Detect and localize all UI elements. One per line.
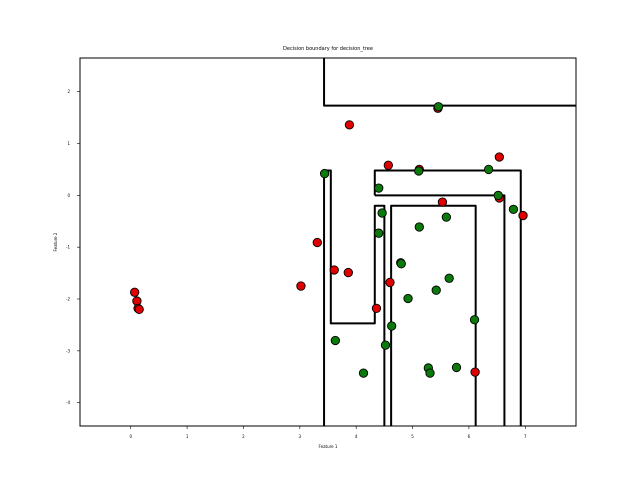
data-point-red	[518, 210, 528, 221]
plot-frame	[79, 57, 577, 427]
data-point-red	[494, 152, 504, 162]
data-point-red	[385, 277, 395, 288]
data-point-red	[470, 367, 480, 377]
data-point-green	[319, 168, 330, 179]
y-axis-ticks: 2 1 0 -1 -2 -3 -4	[66, 89, 80, 405]
x-tick-label: 6	[468, 434, 471, 439]
boundary-line	[323, 169, 386, 426]
boundary-line	[323, 58, 576, 107]
data-point-red	[296, 281, 306, 291]
data-point-green	[433, 102, 444, 112]
x-tick-label: 0	[129, 434, 132, 439]
y-tick-label: 1	[67, 141, 70, 146]
data-point-red	[312, 237, 322, 248]
data-point-green	[330, 335, 340, 346]
data-points	[130, 102, 528, 378]
data-point-red	[371, 303, 382, 313]
data-point-red	[130, 287, 140, 297]
data-point-green	[396, 259, 406, 269]
x-axis-label: Feature 1	[319, 444, 338, 449]
y-tick-label: -1	[66, 245, 70, 250]
data-point-green	[469, 315, 480, 325]
data-point-green	[483, 164, 494, 175]
data-point-green	[387, 321, 397, 331]
y-tick-label: 2	[67, 89, 70, 94]
data-point-green	[414, 166, 424, 176]
data-point-red	[344, 120, 355, 130]
y-tick-label: 0	[67, 193, 70, 198]
data-point-green	[358, 368, 369, 378]
data-point-green	[425, 368, 435, 378]
data-point-red	[329, 265, 339, 275]
data-point-green	[431, 285, 441, 295]
data-point-red	[134, 304, 144, 315]
data-point-green	[377, 208, 387, 218]
data-point-red	[437, 197, 448, 207]
data-point-green	[403, 293, 413, 304]
x-tick-label: 3	[299, 434, 302, 439]
data-point-green	[374, 183, 384, 193]
x-tick-label: 1	[186, 434, 189, 439]
boundary-line	[390, 204, 477, 426]
data-point-green	[444, 273, 454, 283]
data-point-red	[343, 267, 353, 278]
data-point-green	[380, 340, 391, 350]
x-axis-ticks: 0 1 2 3 4 5 6 7	[129, 426, 527, 439]
data-point-red	[383, 160, 393, 170]
x-tick-label: 4	[355, 434, 358, 439]
x-tick-label: 2	[242, 434, 245, 439]
y-tick-label: -4	[66, 400, 70, 405]
x-tick-label: 5	[411, 434, 414, 439]
data-point-green	[508, 204, 519, 214]
boundary-line	[374, 194, 506, 426]
data-point-green	[493, 190, 503, 201]
chart-title: Decision boundary for decision_tree	[283, 46, 373, 52]
x-tick-label: 7	[524, 434, 527, 439]
data-point-green	[451, 362, 462, 373]
y-tick-label: -3	[66, 348, 70, 353]
y-tick-label: -2	[66, 297, 70, 302]
boundary-line	[373, 169, 522, 426]
data-point-green	[374, 228, 384, 238]
y-axis-label: Feature 2	[53, 232, 58, 251]
data-point-green	[441, 212, 452, 222]
data-point-green	[414, 222, 424, 232]
